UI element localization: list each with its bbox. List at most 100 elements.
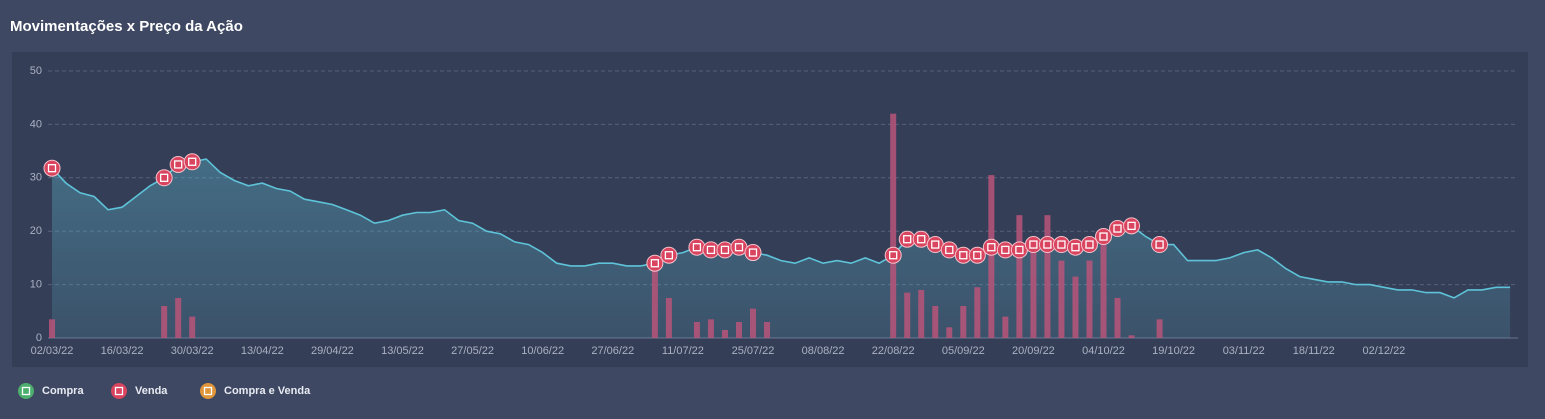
legend-label: Compra bbox=[42, 385, 84, 397]
trade-marker bbox=[702, 241, 720, 259]
y-tick-label: 30 bbox=[30, 172, 42, 184]
marker-icon bbox=[973, 251, 982, 260]
x-tick-label: 27/06/22 bbox=[591, 345, 634, 357]
y-tick-label: 0 bbox=[36, 332, 42, 344]
marker-icon bbox=[650, 259, 660, 268]
marker-icon bbox=[889, 251, 898, 260]
x-tick-label: 11/07/22 bbox=[662, 345, 704, 357]
volume-bar bbox=[707, 319, 714, 338]
marker bbox=[688, 238, 706, 256]
legend-icon bbox=[114, 386, 124, 396]
marker bbox=[982, 238, 1000, 256]
x-tick-label: 27/05/22 bbox=[451, 345, 494, 357]
legend-marker bbox=[111, 383, 127, 399]
marker bbox=[155, 169, 173, 187]
trade-marker bbox=[744, 244, 762, 262]
marker bbox=[716, 241, 734, 259]
trade-marker bbox=[1080, 236, 1098, 254]
marker bbox=[43, 159, 61, 177]
y-tick-label: 50 bbox=[30, 65, 42, 77]
marker bbox=[660, 246, 678, 264]
marker bbox=[1151, 236, 1169, 254]
trade-marker bbox=[940, 241, 958, 259]
volume-bar bbox=[750, 308, 756, 338]
volume-bar bbox=[161, 305, 168, 338]
trade-marker bbox=[1095, 228, 1112, 246]
x-tick-label: 08/08/22 bbox=[802, 345, 845, 357]
marker-icon bbox=[987, 243, 996, 252]
price-area bbox=[52, 159, 1511, 338]
trade-marker bbox=[155, 169, 173, 187]
marker-icon bbox=[1085, 240, 1094, 249]
marker bbox=[744, 244, 762, 262]
x-tick-label: 03/11/22 bbox=[1223, 345, 1265, 357]
marker bbox=[1095, 228, 1112, 246]
trade-marker bbox=[968, 246, 986, 264]
trade-marker bbox=[1038, 236, 1056, 254]
volume-bar bbox=[1114, 297, 1121, 338]
trade-marker bbox=[926, 236, 944, 254]
marker-icon bbox=[1015, 245, 1024, 255]
trade-marker bbox=[646, 254, 664, 272]
trade-marker bbox=[898, 230, 916, 248]
x-tick-label: 20/09/22 bbox=[1012, 345, 1055, 357]
trade-marker bbox=[716, 241, 734, 259]
volume-bar bbox=[721, 329, 728, 338]
legend-icon bbox=[203, 386, 213, 396]
trade-marker bbox=[660, 246, 678, 264]
marker-icon bbox=[1113, 224, 1122, 233]
marker bbox=[884, 246, 902, 264]
marker-icon bbox=[1001, 245, 1010, 255]
marker-icon bbox=[1043, 240, 1052, 249]
trade-marker bbox=[1024, 236, 1042, 254]
x-tick-label: 22/08/22 bbox=[872, 345, 915, 357]
y-tick-label: 20 bbox=[30, 225, 42, 237]
marker-icon bbox=[945, 245, 954, 255]
x-tick-label: 02/12/22 bbox=[1362, 345, 1405, 357]
volume-bar bbox=[175, 297, 182, 338]
marker-icon bbox=[917, 235, 926, 244]
volume-bar bbox=[904, 292, 911, 338]
x-tick-label: 29/04/22 bbox=[311, 345, 354, 357]
legend-label: Venda bbox=[135, 385, 168, 397]
x-tick-label: 02/03/22 bbox=[31, 345, 74, 357]
legend-label: Compra e Venda bbox=[224, 385, 311, 397]
marker bbox=[1123, 217, 1141, 235]
volume-bar bbox=[988, 175, 995, 338]
volume-bar bbox=[1072, 276, 1079, 338]
volume-bar bbox=[890, 113, 897, 338]
x-tick-label: 05/09/22 bbox=[942, 345, 985, 357]
marker-icon bbox=[1155, 240, 1164, 249]
marker-icon bbox=[903, 235, 912, 244]
trade-marker bbox=[954, 246, 972, 264]
marker-icon bbox=[1057, 240, 1066, 249]
volume-bar bbox=[49, 319, 55, 338]
marker-icon bbox=[692, 243, 702, 252]
marker-icon bbox=[959, 251, 968, 260]
marker-icon bbox=[1029, 240, 1038, 249]
x-tick-label: 25/07/22 bbox=[732, 345, 775, 357]
marker bbox=[968, 246, 986, 264]
y-tick-label: 40 bbox=[30, 118, 42, 130]
trade-marker bbox=[730, 238, 748, 256]
volume-bar bbox=[651, 255, 658, 338]
price-line bbox=[51, 158, 1511, 299]
volume-bar bbox=[764, 321, 771, 338]
volume-bar bbox=[946, 327, 953, 338]
trade-marker bbox=[1052, 236, 1070, 254]
marker-icon bbox=[734, 243, 744, 252]
volume-bar bbox=[1058, 260, 1065, 338]
marker bbox=[1080, 236, 1098, 254]
volume-bar bbox=[1128, 335, 1135, 338]
marker-icon bbox=[47, 164, 57, 173]
marker bbox=[169, 155, 187, 173]
marker-icon bbox=[160, 173, 169, 182]
marker-icon bbox=[1099, 232, 1108, 241]
chart-title: Movimentações x Preço da Ação bbox=[10, 18, 243, 35]
volume-bar bbox=[974, 287, 981, 338]
x-tick-label: 19/10/22 bbox=[1152, 345, 1195, 357]
marker-icon bbox=[188, 157, 197, 166]
marker bbox=[1066, 238, 1084, 256]
volume-bar bbox=[665, 297, 672, 338]
marker-icon bbox=[706, 245, 716, 255]
